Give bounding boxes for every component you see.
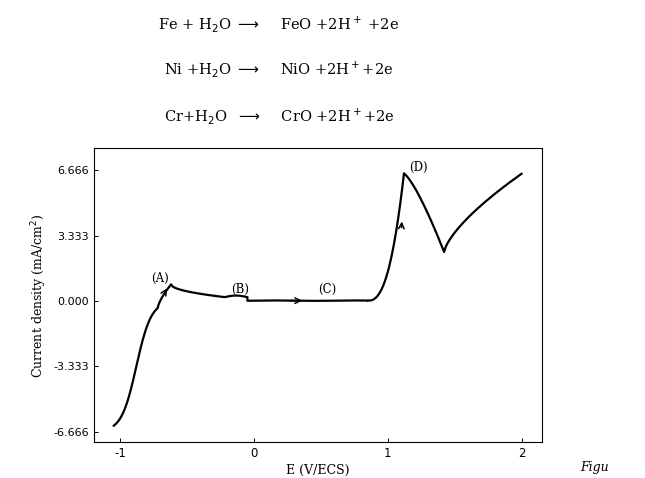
Text: (C): (C) <box>319 283 337 296</box>
Text: (D): (D) <box>410 161 428 174</box>
Text: (A): (A) <box>151 272 169 285</box>
Text: Ni +H$_2$O $\longrightarrow$    NiO +2H$^+$+2e: Ni +H$_2$O $\longrightarrow$ NiO +2H$^+$… <box>164 59 393 79</box>
X-axis label: E (V/ECS): E (V/ECS) <box>286 464 350 477</box>
Text: Cr+H$_2$O  $\longrightarrow$    CrO +2H$^+$+2e: Cr+H$_2$O $\longrightarrow$ CrO +2H$^+$+… <box>164 107 394 127</box>
Text: Fe + H$_2$O $\longrightarrow$    FeO +2H$^+$ +2e: Fe + H$_2$O $\longrightarrow$ FeO +2H$^+… <box>159 14 399 34</box>
Y-axis label: Current density (mA/cm$^2$): Current density (mA/cm$^2$) <box>29 213 49 378</box>
Text: Figu: Figu <box>580 461 609 474</box>
Text: (B): (B) <box>232 283 250 296</box>
